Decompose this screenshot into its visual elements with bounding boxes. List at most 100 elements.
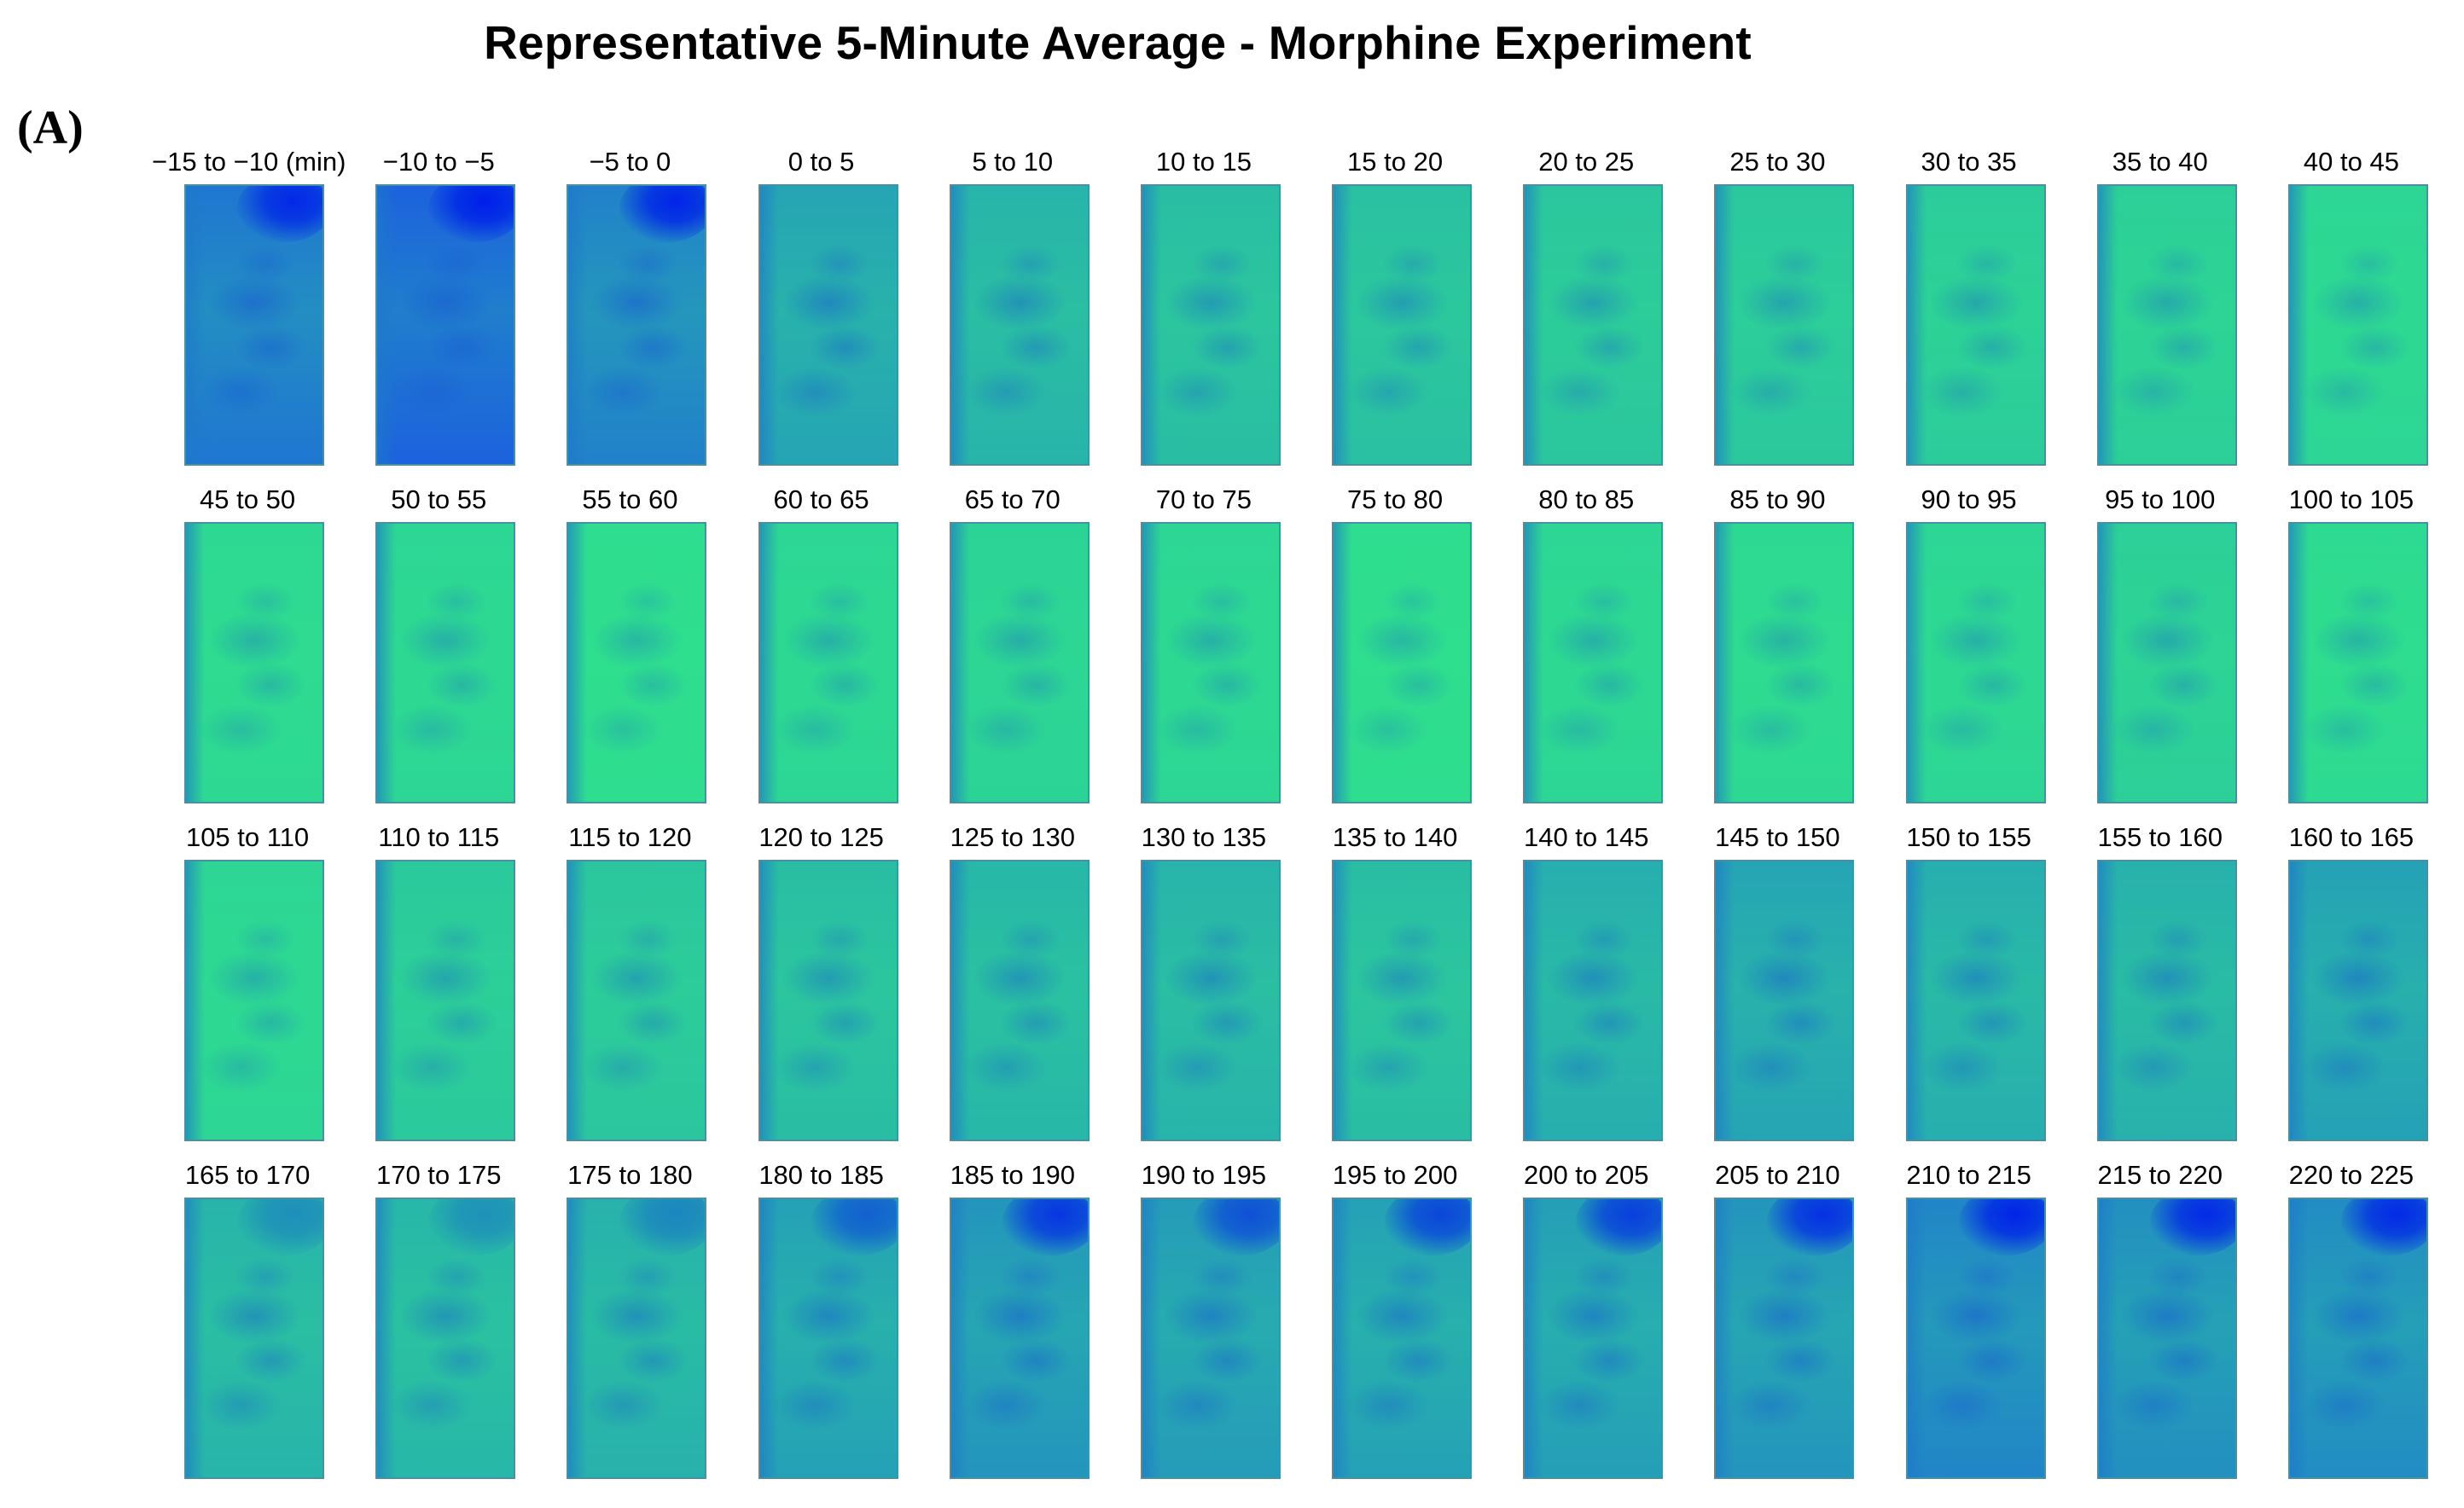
tile-activity-pattern — [2098, 861, 2235, 1140]
tile-activity-pattern — [950, 524, 1088, 802]
tile-edge-shading — [759, 524, 779, 802]
panel-time-label: 110 to 115 — [378, 822, 500, 852]
heatmap-panel: 150 to 155 — [1874, 821, 2065, 1158]
panel-time-label: 195 to 200 — [1332, 1160, 1458, 1190]
tile-activity-pattern — [1716, 186, 1853, 464]
heatmap-panel: 110 to 115 — [343, 821, 534, 1158]
tile-activity-pattern — [759, 186, 897, 464]
tile-activity-pattern — [1716, 524, 1853, 802]
tile-edge-shading — [1334, 861, 1352, 1140]
heatmap-image — [1905, 1198, 2046, 1479]
heatmap-image — [1523, 184, 1664, 466]
heatmap-image — [1140, 1198, 1281, 1479]
panel-time-label: 125 to 130 — [950, 822, 1075, 852]
tile-activity-pattern — [1716, 861, 1853, 1140]
tile-activity-pattern — [950, 861, 1088, 1140]
panel-time-label: 205 to 210 — [1715, 1160, 1840, 1190]
tile-activity-pattern — [186, 861, 323, 1140]
panel-time-label: 85 to 90 — [1729, 484, 1826, 514]
tile-activity-pattern — [568, 861, 706, 1140]
panel-time-label: −10 to −5 — [382, 147, 495, 177]
tile-edge-shading — [1525, 861, 1544, 1140]
panel-time-label: −5 to 0 — [589, 147, 671, 177]
heatmap-panel: 200 to 205 — [1491, 1158, 1682, 1496]
heatmap-image — [375, 860, 516, 1141]
tile-edge-shading — [1142, 186, 1161, 464]
panel-time-label: 20 to 25 — [1538, 147, 1635, 177]
heatmap-image — [567, 860, 707, 1141]
heatmap-panel: 210 to 215 — [1874, 1158, 2065, 1496]
heatmap-panel: 165 to 170 — [152, 1158, 343, 1496]
tile-activity-pattern — [950, 186, 1088, 464]
tile-edge-shading — [377, 524, 397, 802]
heatmap-image — [2096, 1198, 2237, 1479]
tile-edge-shading — [377, 861, 397, 1140]
heatmap-panel: 80 to 85 — [1491, 483, 1682, 821]
tile-activity-pattern — [2289, 524, 2426, 802]
heatmap-image — [1523, 522, 1664, 803]
heatmap-image — [1714, 860, 1855, 1141]
heatmap-panel: 10 to 15 — [1108, 145, 1299, 483]
heatmap-image — [1523, 860, 1664, 1141]
heatmap-panel: 205 to 210 — [1682, 1158, 1873, 1496]
heatmap-panel: 40 to 45 — [2256, 145, 2447, 483]
tile-edge-shading — [568, 524, 588, 802]
heatmap-panel: 155 to 160 — [2065, 821, 2256, 1158]
tile-edge-shading — [1525, 524, 1544, 802]
tile-edge-shading — [1525, 186, 1544, 464]
tile-edge-shading — [186, 861, 205, 1140]
heatmap-panel: −10 to −5 — [343, 145, 534, 483]
heatmap-panel: 115 to 120 — [534, 821, 725, 1158]
tile-edge-shading — [1334, 1199, 1352, 1477]
tile-edge-shading — [2098, 186, 2118, 464]
tile-edge-shading — [1907, 186, 1926, 464]
heatmap-image — [567, 522, 707, 803]
tile-hotspot — [2340, 1199, 2426, 1256]
panel-time-label: 210 to 215 — [1906, 1160, 2031, 1190]
heatmap-panel: 55 to 60 — [534, 483, 725, 821]
heatmap-image — [949, 1198, 1090, 1479]
tile-activity-pattern — [1142, 861, 1279, 1140]
panel-time-label: 145 to 150 — [1715, 822, 1840, 852]
tile-edge-shading — [377, 1199, 397, 1477]
heatmap-image — [184, 860, 324, 1141]
panel-time-label: 190 to 195 — [1141, 1160, 1267, 1190]
heatmap-panel: 100 to 105 — [2256, 483, 2447, 821]
heatmap-image — [375, 1198, 516, 1479]
panel-time-label: 180 to 185 — [758, 1160, 884, 1190]
tile-edge-shading — [2098, 861, 2118, 1140]
heatmap-image — [1332, 184, 1472, 466]
panel-time-label: 120 to 125 — [758, 822, 884, 852]
heatmap-image — [1714, 1198, 1855, 1479]
panel-time-label: 100 to 105 — [2288, 484, 2415, 514]
tile-activity-pattern — [2098, 186, 2235, 464]
tile-activity-pattern — [1525, 186, 1662, 464]
heatmap-panel: 20 to 25 — [1491, 145, 1682, 483]
heatmap-panel: 160 to 165 — [2256, 821, 2447, 1158]
heatmap-image — [2287, 860, 2428, 1141]
heatmap-panel: 135 to 140 — [1299, 821, 1491, 1158]
tile-edge-shading — [950, 186, 970, 464]
heatmap-panel: 25 to 30 — [1682, 145, 1873, 483]
heatmap-panel: 45 to 50 — [152, 483, 343, 821]
tile-edge-shading — [568, 1199, 588, 1477]
heatmap-panel: 175 to 180 — [534, 1158, 725, 1496]
heatmap-image — [2096, 860, 2237, 1141]
tile-activity-pattern — [1334, 861, 1470, 1140]
tile-hotspot — [1193, 1199, 1279, 1256]
panel-time-label: 115 to 120 — [568, 822, 692, 852]
heatmap-panel: 70 to 75 — [1108, 483, 1299, 821]
tile-edge-shading — [1907, 861, 1926, 1140]
panel-time-label: 215 to 220 — [2097, 1160, 2223, 1190]
tile-hotspot — [1767, 1199, 1853, 1256]
tile-activity-pattern — [1142, 186, 1279, 464]
tile-hotspot — [1576, 1199, 1662, 1256]
panel-time-label: 220 to 225 — [2288, 1160, 2415, 1190]
heatmap-image — [2287, 522, 2428, 803]
tile-activity-pattern — [186, 524, 323, 802]
heatmap-image — [1140, 860, 1281, 1141]
tile-activity-pattern — [377, 1199, 514, 1477]
tile-edge-shading — [186, 524, 205, 802]
panel-time-label: 130 to 135 — [1141, 822, 1267, 852]
tile-hotspot — [1002, 1199, 1088, 1256]
